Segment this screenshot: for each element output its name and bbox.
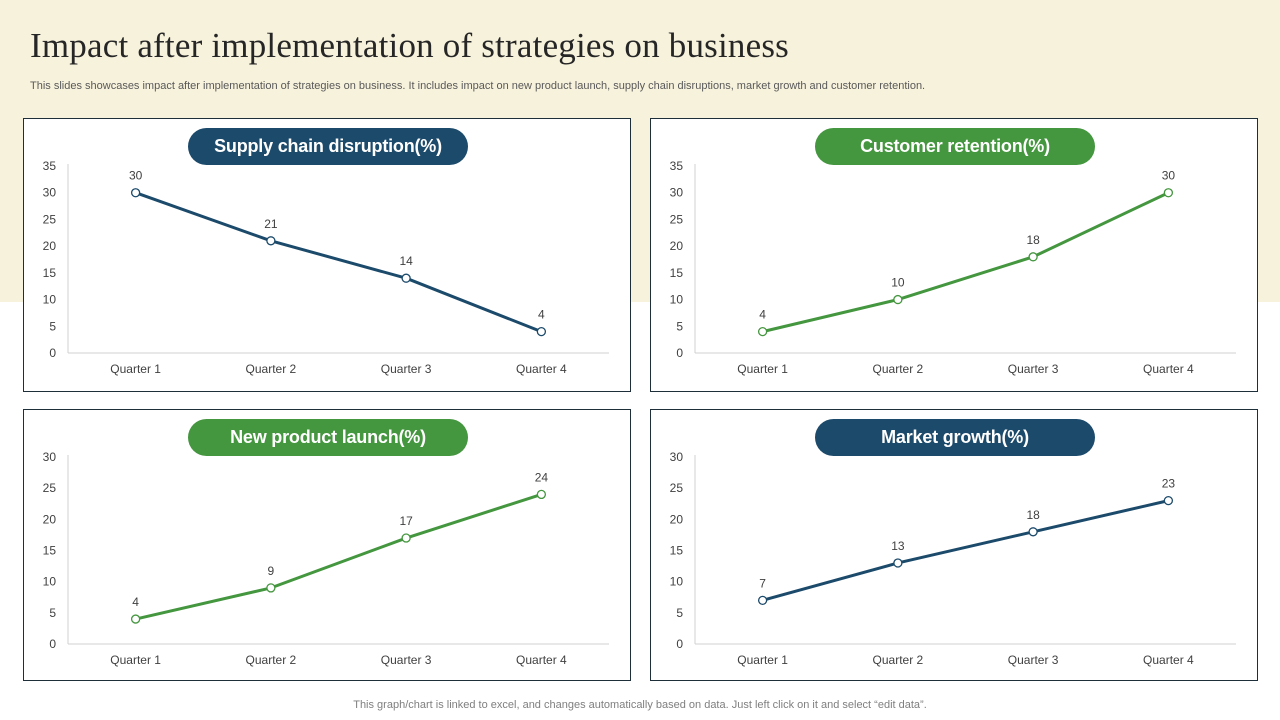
data-label: 10	[891, 276, 905, 290]
chart-panel-market-growth[interactable]: Market growth(%) 0 5 10 15 20 25 30 Quarter 1 Qu…	[650, 409, 1258, 681]
x-tick-label: Quarter 3	[381, 362, 432, 376]
data-label: 21	[264, 217, 278, 231]
data-point	[893, 294, 903, 305]
data-label: 30	[1162, 169, 1176, 183]
x-tick-label: Quarter 3	[1008, 653, 1059, 667]
data-label: 18	[1026, 233, 1040, 247]
data-point	[266, 583, 276, 593]
line-chart[interactable]: 0 5 10 15 20 25 30 35 Quarter 1 Quarter 2 Quarter …	[651, 119, 1257, 391]
data-label: 4	[132, 595, 139, 609]
series-line	[135, 492, 542, 621]
y-tick-label: 5	[676, 606, 683, 620]
data-point	[401, 533, 411, 543]
chart-title-pill: Supply chain disruption(%)	[188, 128, 468, 165]
footer-note: This graph/chart is linked to excel, and…	[353, 699, 927, 711]
y-tick-label: 10	[670, 575, 684, 589]
x-tick-label: Quarter 1	[110, 653, 161, 667]
data-point	[130, 614, 141, 624]
y-tick-label: 25	[670, 212, 684, 226]
y-tick-label: 20	[670, 239, 684, 253]
series-line	[762, 191, 1170, 334]
data-point	[1163, 188, 1174, 198]
x-tick-label: Quarter 3	[1008, 362, 1059, 376]
data-label: 23	[1162, 477, 1176, 491]
data-point	[1028, 527, 1038, 537]
line-chart[interactable]: 0 5 10 15 20 25 30 Quarter 1 Quarter 2 Quarter 3 Q…	[24, 410, 630, 680]
y-tick-label: 15	[670, 544, 684, 558]
y-tick-label: 10	[43, 293, 57, 307]
line-chart[interactable]: 0 5 10 15 20 25 30 Quarter 1 Quarter 2 Quarter 3 Q…	[651, 410, 1257, 680]
data-point	[536, 489, 547, 500]
data-label: 13	[891, 539, 905, 553]
page-subtitle: This slides showcases impact after imple…	[30, 80, 926, 92]
y-tick-label: 25	[670, 481, 684, 495]
x-tick-label: Quarter 2	[873, 653, 924, 667]
x-tick-label: Quarter 2	[246, 653, 297, 667]
y-tick-label: 10	[670, 293, 684, 307]
y-tick-label: 30	[670, 450, 684, 464]
data-point	[757, 326, 768, 337]
x-tick-label: Quarter 4	[1143, 653, 1194, 667]
y-tick-label: 0	[676, 637, 683, 651]
line-chart[interactable]: 0 5 10 15 20 25 30 35 Quarter 1 Quarter 2 Quarter …	[24, 119, 630, 391]
data-label: 4	[538, 308, 545, 322]
y-tick-label: 30	[43, 450, 57, 464]
data-point	[757, 595, 768, 606]
data-label: 4	[759, 308, 766, 322]
chart-panel-supply-chain[interactable]: Supply chain disruption(%) 0 5 10 15 20 25 30 3…	[23, 118, 631, 392]
data-point	[266, 236, 276, 246]
x-tick-label: Quarter 2	[246, 362, 297, 376]
x-tick-label: Quarter 3	[381, 653, 432, 667]
y-tick-label: 20	[670, 512, 684, 526]
x-tick-label: Quarter 1	[737, 362, 788, 376]
x-tick-label: Quarter 4	[516, 653, 567, 667]
y-tick-label: 5	[676, 319, 683, 333]
y-tick-label: 10	[43, 575, 57, 589]
data-label: 14	[399, 254, 413, 268]
data-label: 24	[535, 470, 549, 484]
data-point	[130, 188, 141, 198]
page-title: Impact after implementation of strategie…	[30, 26, 789, 65]
y-tick-label: 35	[43, 159, 57, 173]
chart-title-pill: Market growth(%)	[815, 419, 1095, 456]
data-label: 30	[129, 169, 143, 183]
data-point	[893, 558, 903, 568]
chart-title-pill: New product launch(%)	[188, 419, 468, 456]
y-tick-label: 35	[670, 159, 684, 173]
chart-title-pill: Customer retention(%)	[815, 128, 1095, 165]
y-tick-label: 0	[49, 637, 56, 651]
y-tick-label: 20	[43, 512, 57, 526]
y-tick-label: 25	[43, 481, 57, 495]
series-line	[135, 191, 542, 334]
chart-panel-customer-retention[interactable]: Customer retention(%) 0 5 10 15 20 25 30 35 Quar…	[650, 118, 1258, 392]
x-tick-label: Quarter 4	[516, 362, 567, 376]
x-tick-label: Quarter 2	[873, 362, 924, 376]
y-tick-label: 20	[43, 239, 57, 253]
data-point	[1028, 252, 1038, 262]
y-tick-label: 5	[49, 606, 56, 620]
y-tick-label: 25	[43, 212, 57, 226]
y-tick-label: 30	[670, 186, 684, 200]
data-label: 18	[1026, 508, 1040, 522]
x-tick-label: Quarter 1	[737, 653, 788, 667]
x-tick-label: Quarter 4	[1143, 362, 1194, 376]
data-label: 9	[268, 564, 275, 578]
y-tick-label: 30	[43, 186, 57, 200]
y-tick-label: 0	[49, 346, 56, 360]
y-tick-label: 5	[49, 319, 56, 333]
y-tick-label: 15	[670, 266, 684, 280]
x-tick-label: Quarter 1	[110, 362, 161, 376]
chart-panel-new-product-launch[interactable]: New product launch(%) 0 5 10 15 20 25 30 Quarte…	[23, 409, 631, 681]
data-point	[1163, 495, 1174, 506]
series-line	[762, 499, 1169, 602]
data-label: 7	[759, 576, 766, 590]
data-point	[401, 273, 411, 283]
y-tick-label: 15	[43, 266, 57, 280]
y-tick-label: 0	[676, 346, 683, 360]
data-label: 17	[399, 514, 413, 528]
data-point	[536, 326, 547, 337]
y-tick-label: 15	[43, 544, 57, 558]
